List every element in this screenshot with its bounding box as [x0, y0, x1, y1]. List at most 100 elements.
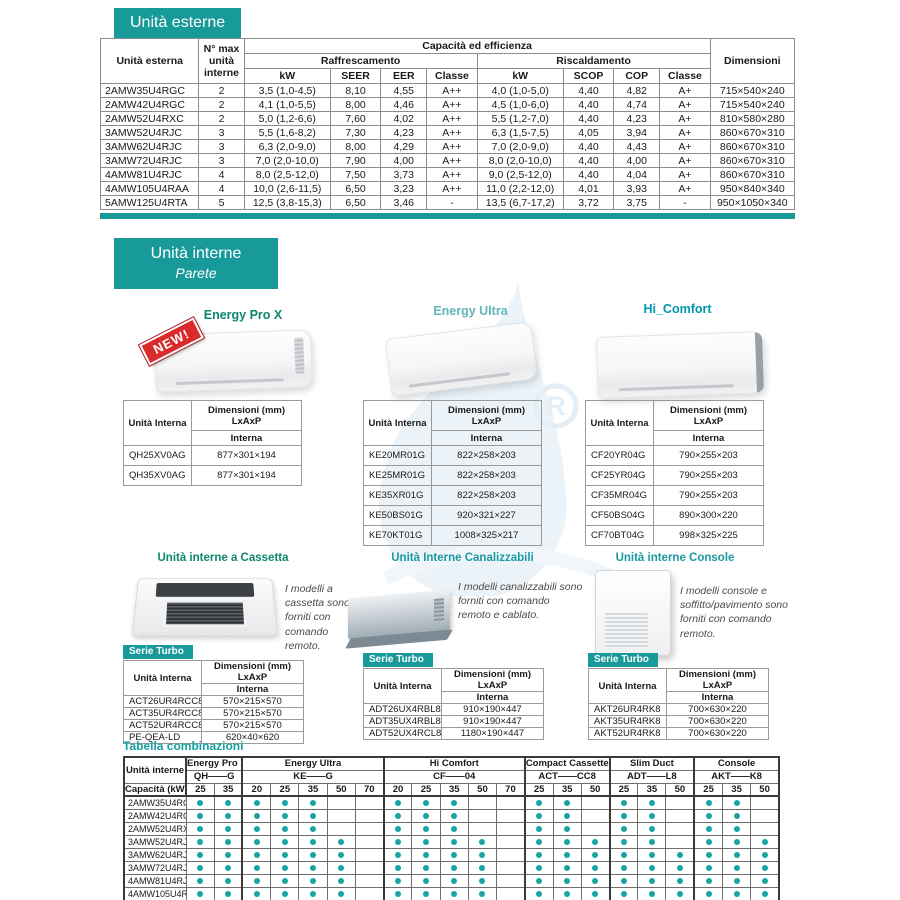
value-cell: 3 — [198, 139, 245, 154]
value-cell: A+ — [659, 111, 711, 126]
table-row: 2AMW42U4RGC — [123, 808, 780, 823]
compat-cell — [411, 886, 441, 900]
table-row: KE50BS01G 920×321×227 — [363, 505, 542, 526]
capacity-value: 25 — [523, 782, 554, 797]
table-row: CF70BT04G 998×325×225 — [585, 525, 764, 546]
compat-dot — [422, 826, 429, 833]
compat-dot — [648, 852, 655, 859]
compat-dot — [395, 813, 401, 820]
compat-cell — [721, 847, 752, 862]
compat-cell — [326, 795, 356, 810]
compat-cell — [411, 795, 441, 810]
compat-dot — [253, 878, 260, 885]
compat-cell — [523, 873, 554, 888]
dimension-cell: 877×301×194 — [191, 465, 302, 486]
compat-dot — [592, 878, 599, 885]
capacity-value: 35 — [213, 782, 243, 797]
model-cell: QH25XV0AG — [123, 445, 192, 466]
value-cell: 4,00 — [613, 153, 661, 168]
dim-table-head: Unità Interna Dimensioni (mm) LxAxP Interna — [123, 400, 302, 446]
compat-cell — [552, 860, 582, 875]
compat-cell — [496, 795, 526, 810]
value-cell: 6,50 — [329, 195, 382, 210]
compat-dot — [761, 891, 768, 898]
compat-dot — [648, 839, 655, 846]
value-cell: 860×670×310 — [709, 139, 796, 154]
value-cell: 7,0 (2,0-10,0) — [243, 153, 331, 168]
table-row: QH35XV0AG 877×301×194 — [123, 465, 302, 486]
header-sub-col: Classe — [426, 68, 478, 84]
capacity-value: 35 — [439, 782, 469, 797]
cassette-grille — [162, 600, 248, 627]
compat-cell — [552, 886, 582, 900]
compat-dot — [705, 878, 712, 885]
value-cell: 4,01 — [562, 181, 615, 196]
compat-cell — [439, 795, 469, 810]
compat-cell — [467, 873, 498, 888]
compat-dot — [310, 839, 317, 846]
model-cell: 2AMW35U4RGC — [99, 83, 200, 98]
model-cell: 4AMW81U4RJC — [99, 167, 200, 182]
model-cell: 2AMW42U4RGC — [123, 808, 187, 823]
value-cell: 4,29 — [380, 139, 428, 154]
header-heating: Riscaldamento — [476, 53, 711, 69]
compat-cell — [721, 834, 752, 849]
value-cell: 4,40 — [562, 153, 615, 168]
table-row: 2AMW35U4RGC 2 3,5 (1,0-4,5) 8,10 4,55 A++ 4,0 … — [99, 83, 796, 98]
compat-dot — [564, 839, 571, 846]
compat-cell — [637, 860, 667, 875]
compat-cell — [637, 834, 667, 849]
compat-cell — [439, 834, 469, 849]
compat-cell — [496, 860, 526, 875]
group-code: AKT——K8 — [693, 769, 780, 784]
value-cell: A++ — [426, 139, 478, 154]
table-row: CF25YR04G 790×255×203 — [585, 465, 764, 486]
compat-cell — [270, 886, 300, 900]
compat-cell — [185, 795, 215, 810]
compat-dot — [197, 813, 204, 820]
compat-dot — [733, 865, 740, 872]
value-cell: A+ — [659, 83, 711, 98]
compat-dot — [733, 813, 740, 820]
product-title: Unità Interne Canalizzabili — [391, 552, 534, 564]
compat-cell — [185, 821, 215, 836]
compat-dot — [676, 891, 683, 898]
dims-line2: LxAxP — [702, 680, 733, 691]
compat-dot — [620, 878, 627, 885]
header-sub-col: kW — [243, 68, 331, 84]
compat-dot — [536, 839, 543, 846]
compat-dot — [225, 813, 232, 820]
dim-table-head: Unità Interna Dimensioni (mm) LxAxP Interna — [363, 400, 542, 446]
value-cell: A++ — [426, 153, 478, 168]
model-cell: ACT52UR4RCC8 — [123, 719, 202, 732]
header-dimensions: Dimensioni (mm) LxAxP — [431, 400, 542, 431]
compat-dot — [536, 865, 543, 872]
value-cell: 4 — [198, 167, 245, 182]
compat-cell — [241, 847, 272, 862]
table-row: CF35MR04G 790×255×203 — [585, 485, 764, 506]
dimensions-table: Unità Interna Dimensioni (mm) LxAxP Interna… — [588, 668, 769, 740]
compat-cell — [693, 886, 723, 900]
compat-cell — [721, 795, 752, 810]
compat-dot — [564, 852, 571, 859]
compat-cell — [270, 808, 300, 823]
compat-dot — [620, 852, 627, 859]
value-cell: 4,5 (1,0-6,0) — [476, 97, 564, 112]
model-cell: KE20MR01G — [363, 445, 432, 466]
outer-table-footer-bar — [100, 213, 795, 219]
group-code: KE——G — [241, 769, 385, 784]
compat-dot — [253, 852, 260, 859]
compat-cell — [354, 808, 385, 823]
value-cell: 860×670×310 — [709, 167, 796, 182]
header-interna: Interna — [201, 683, 304, 696]
table-row: PE-QEA-LD 620×40×620 — [123, 731, 304, 744]
capacity-value: 20 — [241, 782, 272, 797]
compat-cell — [439, 821, 469, 836]
value-cell: 4,1 (1,0-5,5) — [243, 97, 331, 112]
compat-dot — [620, 865, 627, 872]
compat-dot — [338, 852, 345, 859]
compat-dot — [225, 800, 232, 807]
value-cell: 4,74 — [613, 97, 661, 112]
value-cell: 8,00 — [329, 97, 382, 112]
table-row: 2AMW42U4RGC 2 4,1 (1,0-5,5) 8,00 4,46 A++ 4,5 … — [99, 97, 796, 112]
